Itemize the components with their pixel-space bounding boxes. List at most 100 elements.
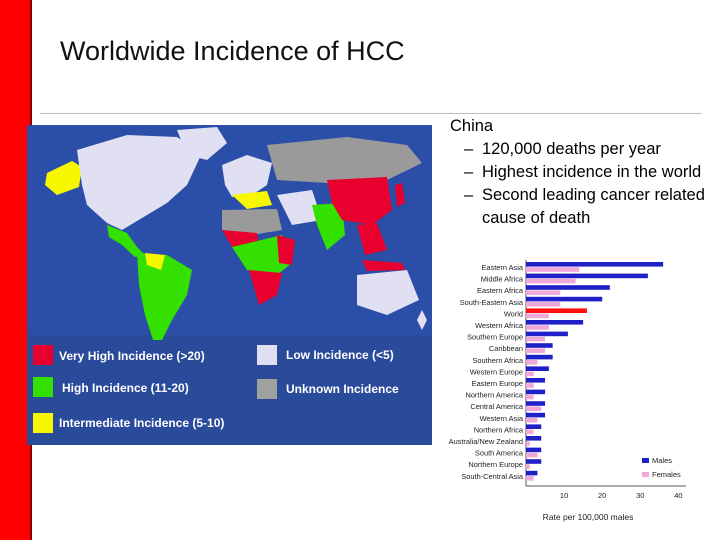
chart-x-axis-label: Rate per 100,000 males (543, 512, 634, 522)
central-america (107, 225, 145, 257)
legend-swatch-intermediate (33, 413, 53, 433)
bar-females-northern-america (526, 394, 534, 400)
legend-label-intermediate: Intermediate Incidence (5-10) (59, 416, 224, 430)
bar-females-caribbean (526, 348, 546, 353)
north-america (77, 135, 202, 230)
legend-swatch-very-high (33, 345, 53, 365)
category-label: Western Asia (480, 414, 524, 423)
legend-label-unknown: Unknown Incidence (286, 382, 399, 396)
category-label: Northern America (465, 391, 523, 400)
category-label: Southern Europe (467, 333, 523, 342)
legend-label-high: High Incidence (11-20) (62, 381, 189, 395)
southeast-asia (357, 223, 387, 255)
bar-females-south-central-asia (526, 476, 534, 481)
category-label: Eastern Africa (477, 286, 524, 295)
south-asia (312, 203, 345, 250)
legend-swatch-unknown (257, 379, 277, 399)
bar-females-northern-europe (526, 464, 530, 469)
bar-males-caribbean (526, 343, 553, 348)
category-label: Northern Africa (474, 425, 524, 434)
sub-bullet-3: – Second leading cancer related cause of … (464, 186, 705, 227)
bar-males-northern-africa (526, 424, 542, 429)
accent-bar (0, 0, 30, 540)
greenland (177, 127, 227, 160)
legend-label-very-high: Very High Incidence (>20) (59, 349, 205, 363)
bar-males-southern-africa (526, 354, 553, 360)
category-label: Northern Europe (468, 460, 523, 469)
alaska (45, 161, 82, 195)
chart-x-ticks: 1020304050 (560, 491, 683, 500)
bar-males-south-america (526, 447, 542, 453)
legend-swatch-females (642, 472, 649, 477)
europe (222, 155, 272, 197)
bar-males-central-america (526, 401, 546, 406)
sub-bullet-1: –120,000 deaths per year (464, 140, 661, 158)
category-label: Caribbean (489, 344, 523, 353)
bar-females-middle-africa (526, 278, 576, 284)
bar-males-eastern-africa (526, 285, 610, 290)
world-incidence-map: Very High Incidence (>20) High Incidence… (27, 125, 432, 445)
new-zealand (417, 310, 427, 330)
russia (267, 137, 422, 183)
category-label: Western Africa (475, 321, 524, 330)
bar-females-eastern-europe (526, 383, 534, 388)
category-label: Central America (470, 402, 523, 411)
incidence-bar-chart: Eastern Asia Middle Africa Eastern Africa S… (449, 260, 686, 522)
x-tick-label: 30 (636, 491, 644, 500)
bar-males-eastern-europe (526, 378, 546, 383)
bar-females-eastern-africa (526, 290, 561, 295)
category-label: South-Eastern Asia (460, 298, 524, 307)
legend-swatch-males (642, 458, 649, 463)
legend-swatch-low (257, 345, 277, 365)
category-label: Southern Africa (472, 356, 523, 365)
bar-males-southern-europe (526, 331, 568, 337)
bar-females-southern-europe (526, 336, 546, 342)
bar-females-world (526, 313, 549, 319)
bar-males-eastern-asia (526, 262, 664, 267)
japan (395, 183, 405, 207)
chart-category-labels: Eastern Asia Middle Africa Eastern Africa S… (449, 263, 524, 481)
category-label: Eastern Europe (472, 379, 523, 388)
legend-label-females: Females (652, 470, 681, 479)
legend-label-males: Males (652, 456, 672, 465)
category-label: Eastern Asia (482, 263, 524, 272)
legend-label-low: Low Incidence (<5) (286, 348, 394, 362)
bullet-list: China –120,000 deaths per year – Highest … (450, 115, 710, 230)
title-divider (40, 113, 702, 114)
bar-females-australia-new-zealand (526, 441, 530, 446)
bar-females-eastern-asia (526, 267, 580, 272)
middle-east (277, 190, 322, 225)
bar-males-western-africa (526, 320, 584, 325)
australia (357, 270, 419, 315)
central-africa (232, 235, 292, 275)
category-label: Australia/New Zealand (449, 437, 523, 446)
category-label: Western Europe (470, 367, 523, 376)
bar-males-northern-europe (526, 459, 542, 464)
bar-females-south-america (526, 452, 538, 458)
bar-males-northern-america (526, 389, 546, 395)
bar-males-western-asia (526, 412, 546, 418)
bar-males-south-central-asia (526, 470, 538, 476)
x-tick-label: 20 (598, 491, 606, 500)
sub-bullet-2: – Highest incidence in the world (464, 163, 702, 181)
bar-males-western-europe (526, 366, 549, 371)
category-label: Middle Africa (481, 275, 524, 284)
indonesia (362, 260, 405, 271)
bar-females-western-africa (526, 325, 549, 330)
east-africa (277, 235, 295, 265)
bar-males-world (526, 308, 587, 313)
category-label: World (504, 309, 523, 318)
category-label: South-Central Asia (461, 472, 524, 481)
slide-title: Worldwide Incidence of HCC (60, 36, 405, 66)
legend-swatch-high (33, 377, 53, 397)
chart-bars (526, 262, 664, 481)
north-africa (222, 209, 282, 235)
bar-males-south-eastern-asia (526, 296, 603, 302)
bar-males-australia-new-zealand (526, 436, 542, 441)
bar-females-central-america (526, 406, 542, 411)
south-america-north (145, 253, 165, 270)
east-asia (327, 177, 392, 225)
x-tick-label: 40 (674, 491, 682, 500)
south-america (137, 253, 192, 340)
bar-females-south-eastern-asia (526, 302, 561, 307)
